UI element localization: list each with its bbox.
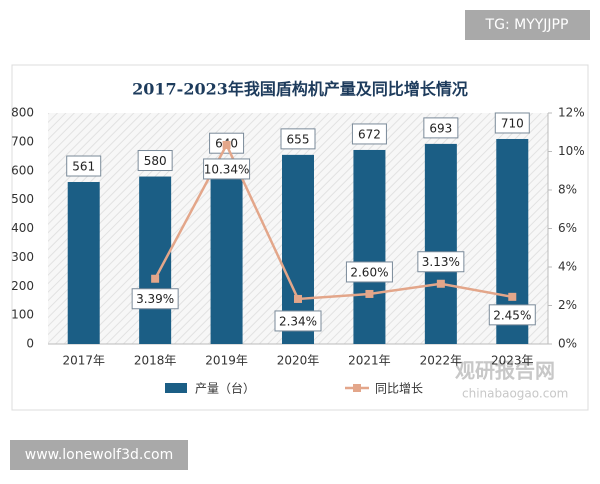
- bar: [424, 143, 457, 344]
- legend-marker: [353, 384, 361, 392]
- x-tick-label: 2022年: [420, 354, 463, 368]
- x-tick-label: 2018年: [134, 354, 177, 368]
- line-marker: [294, 294, 302, 303]
- bar-value-label: 710: [501, 116, 524, 130]
- y-tick-label: 0: [26, 337, 34, 351]
- line-marker: [508, 292, 517, 301]
- line-value-label: 2.34%: [279, 314, 317, 328]
- y-tick-label: 200: [11, 279, 34, 293]
- y2-tick-label: 0%: [558, 337, 577, 351]
- bar: [210, 159, 243, 344]
- tg-text: TG: MYYJJPP: [485, 17, 569, 33]
- line-value-label: 10.34%: [204, 162, 250, 176]
- line-value-label: 2.60%: [350, 265, 388, 279]
- line-value-label: 3.13%: [422, 255, 460, 269]
- brand-url: chinabaogao.com: [462, 387, 568, 401]
- legend-swatch: [165, 383, 187, 393]
- line-marker: [436, 279, 445, 288]
- y-tick-label: 500: [11, 192, 34, 206]
- bar-value-label: 672: [358, 127, 381, 141]
- line-value-label: 3.39%: [136, 292, 174, 306]
- bar-value-label: 561: [72, 160, 95, 174]
- line-value-label-box: [417, 251, 465, 273]
- legend-label: 同比增长: [375, 382, 423, 396]
- site-badge: [10, 440, 188, 470]
- bar-value-label-box: [280, 128, 316, 150]
- brand-watermark: 观研报告网: [455, 359, 555, 383]
- bar-value-label-box: [66, 155, 102, 177]
- line-marker: [365, 289, 374, 298]
- line-value-label-box: [488, 304, 536, 326]
- y-tick-label: 800: [11, 106, 34, 120]
- x-tick-label: 2019年: [205, 354, 248, 368]
- line-value-label-box: [131, 288, 179, 310]
- bar-value-label: 693: [429, 121, 452, 135]
- bar-value-label-box: [351, 123, 387, 145]
- x-tick-label: 2021年: [348, 354, 391, 368]
- bar-value-label-box: [494, 112, 530, 134]
- y-tick-label: 600: [11, 163, 34, 177]
- bar-value-label-box: [423, 117, 459, 139]
- x-tick-label: 2023年: [491, 354, 534, 368]
- line-value-label-box: [274, 310, 322, 332]
- y-tick-label: 400: [11, 221, 34, 235]
- x-tick-label: 2017年: [62, 354, 105, 368]
- line-value-label-box: [203, 158, 251, 180]
- y-tick-label: 100: [11, 308, 34, 322]
- line-marker: [222, 140, 231, 149]
- y2-tick-label: 12%: [558, 106, 585, 120]
- y2-tick-label: 6%: [558, 221, 577, 235]
- y2-tick-label: 4%: [558, 260, 577, 274]
- y2-tick-label: 2%: [558, 298, 577, 312]
- line-value-label-box: [345, 261, 393, 283]
- bar-value-label: 580: [144, 154, 167, 168]
- line-value-label: 2.45%: [493, 308, 531, 322]
- y-tick-label: 700: [11, 134, 34, 148]
- y-tick-label: 300: [11, 250, 34, 264]
- y2-tick-label: 8%: [558, 183, 577, 197]
- site-text: www.lonewolf3d.com: [25, 447, 173, 463]
- chart-title: 2017-2023年我国盾构机产量及同比增长情况: [132, 80, 468, 99]
- y2-tick-label: 10%: [558, 144, 585, 158]
- bar: [353, 149, 386, 344]
- bar: [67, 182, 100, 344]
- line-marker: [151, 274, 160, 283]
- tg-badge: [465, 10, 590, 40]
- x-tick-label: 2020年: [277, 354, 320, 368]
- legend-label: 产量（台）: [195, 381, 255, 396]
- bar-value-label: 655: [287, 132, 310, 146]
- bar-value-label-box: [137, 150, 173, 172]
